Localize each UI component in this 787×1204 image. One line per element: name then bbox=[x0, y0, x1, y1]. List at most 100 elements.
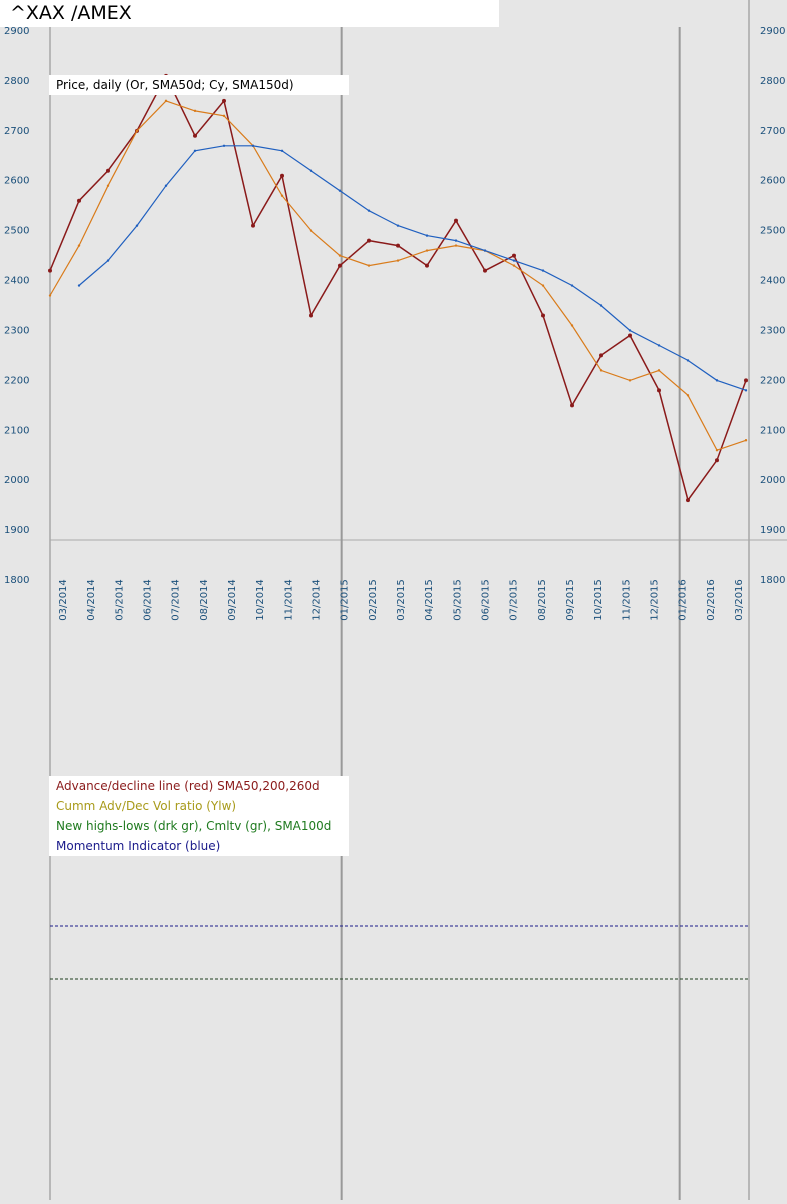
data-point-sma150d bbox=[686, 359, 690, 362]
date-tick-label: 09/2014 bbox=[227, 579, 238, 621]
price-legend-label: Price, daily (Or, SMA50d; Cy, SMA150d) bbox=[56, 78, 294, 92]
data-point-sma50d bbox=[541, 284, 545, 287]
data-point-price bbox=[106, 168, 110, 173]
data-point-price bbox=[454, 218, 458, 223]
data-point-sma50d bbox=[715, 449, 719, 452]
data-point-sma50d bbox=[338, 254, 342, 257]
data-point-sma150d bbox=[483, 249, 487, 252]
date-tick-label: 07/2014 bbox=[171, 579, 182, 621]
date-tick-label: 10/2014 bbox=[255, 579, 266, 621]
date-tick-label: 12/2014 bbox=[312, 579, 323, 621]
data-point-sma150d bbox=[193, 149, 197, 152]
price-tick-label-left: 2100 bbox=[4, 425, 29, 436]
data-point-sma50d bbox=[222, 114, 226, 118]
data-point-sma50d bbox=[686, 394, 690, 397]
data-point-price bbox=[570, 403, 574, 408]
data-point-price bbox=[541, 313, 545, 318]
date-tick-label: 04/2014 bbox=[86, 579, 97, 621]
data-point-sma50d bbox=[744, 439, 748, 442]
data-point-sma50d bbox=[599, 369, 603, 372]
legend-new-highs-lows: New highs-lows (drk gr), Cmltv (gr), SMA… bbox=[56, 819, 332, 833]
price-tick-label-right: 2400 bbox=[760, 276, 785, 287]
data-point-price bbox=[338, 263, 342, 268]
price-tick-label-right: 1800 bbox=[760, 575, 785, 586]
price-tick-label-left: 2200 bbox=[4, 375, 29, 386]
data-point-price bbox=[686, 498, 690, 503]
data-point-price bbox=[367, 238, 371, 243]
date-tick-label: 01/2015 bbox=[340, 579, 351, 621]
price-tick-label-left: 2000 bbox=[4, 475, 29, 486]
series-line-price bbox=[49, 74, 747, 502]
price-tick-label-left: 2600 bbox=[4, 176, 29, 187]
date-tick-label: 06/2015 bbox=[481, 579, 492, 621]
data-point-sma50d bbox=[164, 99, 168, 103]
date-tick-label: 01/2016 bbox=[678, 579, 689, 621]
price-tick-label-right: 2700 bbox=[760, 126, 785, 137]
price-panel bbox=[48, 73, 748, 503]
data-point-price bbox=[251, 223, 255, 228]
data-point-sma150d bbox=[541, 269, 545, 272]
date-tick-label: 02/2015 bbox=[368, 579, 379, 621]
legend-adv-dec-vol: Cumm Adv/Dec Vol ratio (Ylw) bbox=[56, 799, 237, 813]
price-tick-label-left: 2700 bbox=[4, 126, 29, 137]
data-point-price bbox=[222, 98, 226, 103]
price-tick-label-left: 2400 bbox=[4, 276, 29, 287]
price-tick-label-right: 2200 bbox=[760, 375, 785, 386]
breadth-panel bbox=[50, 925, 749, 980]
date-tick-label: 11/2014 bbox=[283, 579, 294, 621]
date-tick-label: 08/2014 bbox=[199, 579, 210, 621]
price-tick-label-right: 2600 bbox=[760, 176, 785, 187]
date-tick-label: 03/2014 bbox=[58, 579, 69, 621]
chart-frame bbox=[49, 0, 787, 1200]
date-tick-label: 10/2015 bbox=[593, 579, 604, 621]
data-point-sma50d bbox=[367, 264, 371, 267]
data-point-price bbox=[48, 268, 52, 273]
price-legend: Price, daily (Or, SMA50d; Cy, SMA150d) bbox=[49, 75, 349, 95]
data-point-sma150d bbox=[425, 234, 429, 237]
data-point-price bbox=[425, 263, 429, 268]
data-point-price bbox=[744, 378, 748, 383]
data-point-sma50d bbox=[193, 109, 197, 113]
date-tick-label: 06/2014 bbox=[143, 579, 154, 621]
data-point-price bbox=[483, 268, 487, 273]
price-tick-label-right: 2100 bbox=[760, 425, 785, 436]
breadth-legend: Advance/decline line (red) SMA50,200,260… bbox=[49, 776, 349, 856]
date-tick-label: 09/2015 bbox=[565, 579, 576, 621]
data-point-price bbox=[628, 333, 632, 338]
data-point-sma50d bbox=[77, 244, 81, 247]
price-tick-label-right: 2900 bbox=[760, 26, 785, 37]
chart-title: ^XAX /AMEX bbox=[0, 0, 499, 27]
data-point-price bbox=[193, 133, 197, 138]
data-point-price bbox=[715, 458, 719, 463]
data-point-sma150d bbox=[657, 344, 661, 347]
data-point-sma50d bbox=[512, 264, 516, 267]
data-point-sma50d bbox=[570, 324, 574, 327]
data-point-sma150d bbox=[338, 189, 342, 192]
data-point-sma150d bbox=[251, 144, 255, 147]
data-point-sma150d bbox=[280, 149, 284, 152]
data-point-sma50d bbox=[280, 194, 284, 197]
legend-momentum: Momentum Indicator (blue) bbox=[56, 839, 221, 853]
data-point-sma150d bbox=[309, 169, 313, 172]
date-tick-label: 11/2015 bbox=[621, 579, 632, 621]
data-point-sma50d bbox=[135, 129, 139, 133]
price-tick-label-right: 2800 bbox=[760, 76, 785, 87]
price-tick-label-left: 1800 bbox=[4, 575, 29, 586]
date-tick-label: 05/2014 bbox=[114, 579, 125, 621]
date-tick-label: 04/2015 bbox=[424, 579, 435, 621]
series-line-sma150d bbox=[78, 145, 747, 391]
data-point-price bbox=[512, 253, 516, 258]
data-point-sma150d bbox=[628, 329, 632, 332]
date-tick-label: 03/2016 bbox=[734, 579, 745, 621]
price-tick-label-left: 2800 bbox=[4, 76, 29, 87]
vertical-gridlines bbox=[340, 27, 681, 1200]
price-tick-label-right: 2000 bbox=[760, 475, 785, 486]
data-point-sma150d bbox=[396, 224, 400, 227]
data-point-sma150d bbox=[512, 259, 516, 262]
date-tick-label: 02/2016 bbox=[706, 579, 717, 621]
price-ticks-right: 2900 2800 2700 2600 2500 2400 2300 2200 2100 2000… bbox=[760, 26, 785, 586]
data-point-price bbox=[396, 243, 400, 248]
data-point-sma150d bbox=[599, 304, 603, 307]
